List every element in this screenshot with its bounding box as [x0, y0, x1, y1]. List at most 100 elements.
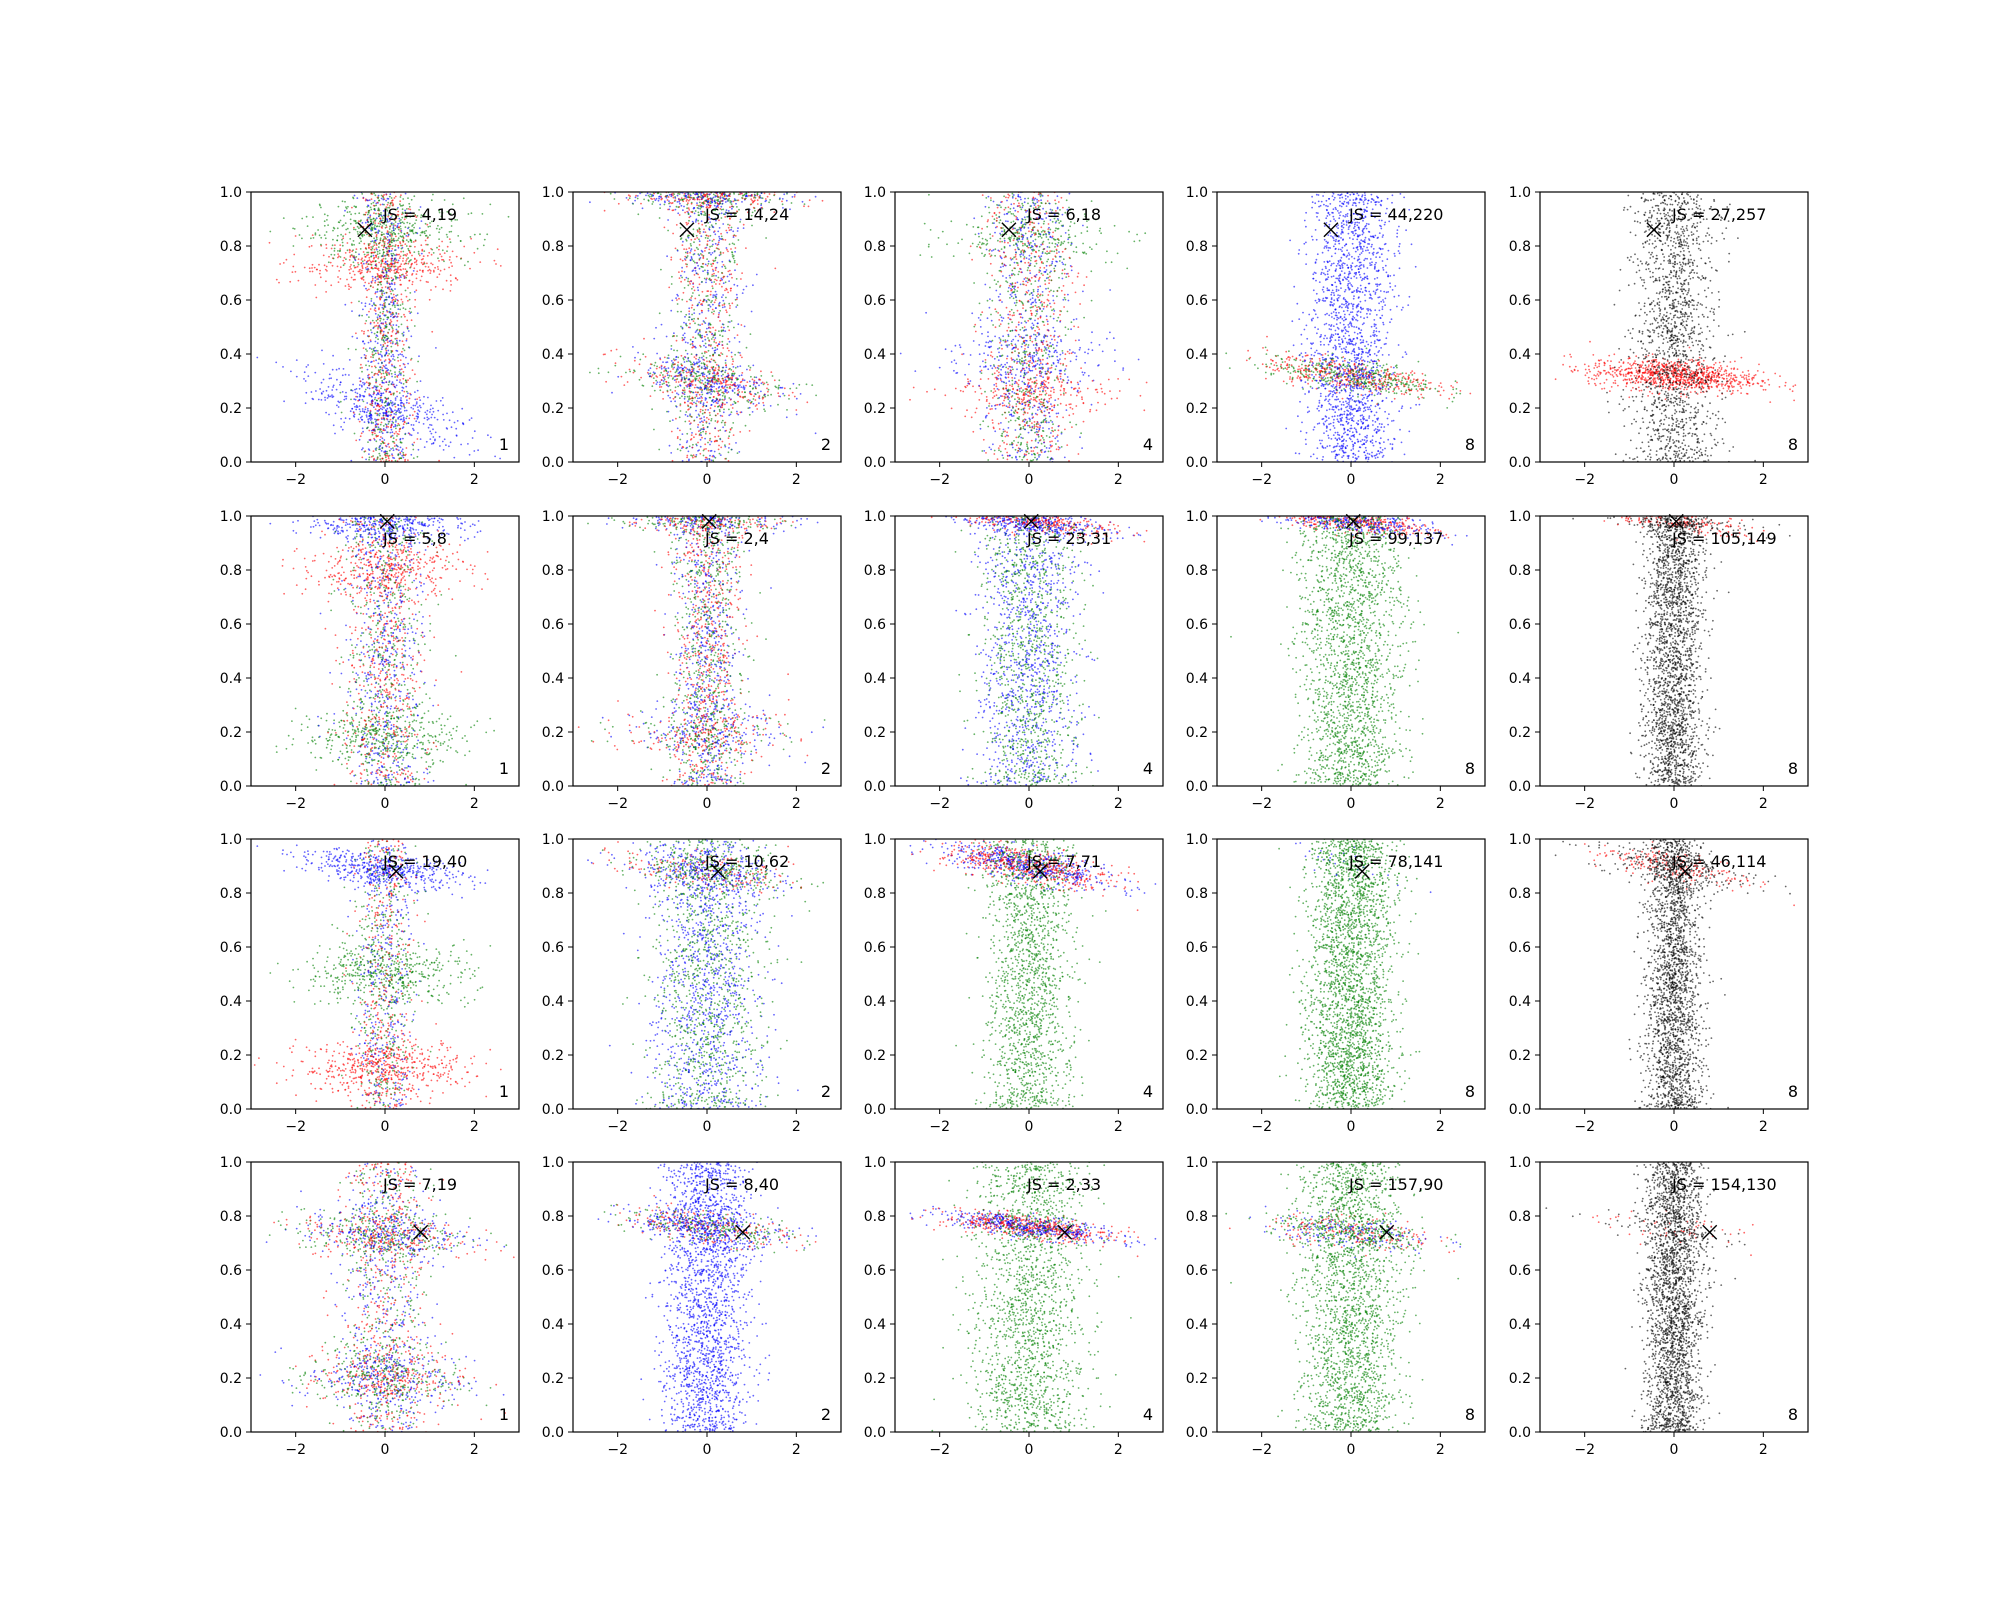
point — [687, 371, 690, 374]
point — [704, 212, 707, 215]
point — [721, 402, 724, 405]
point — [354, 228, 357, 231]
point — [702, 270, 704, 273]
point — [426, 416, 429, 419]
point — [695, 219, 697, 222]
point — [374, 350, 376, 352]
point — [289, 280, 292, 283]
point — [395, 349, 398, 352]
point — [712, 359, 715, 362]
point — [352, 415, 355, 417]
point — [713, 231, 715, 234]
point — [380, 387, 382, 390]
point — [412, 408, 415, 410]
point — [374, 352, 377, 355]
point — [423, 230, 426, 233]
point — [426, 243, 429, 246]
point — [339, 381, 342, 384]
point — [397, 228, 400, 231]
point — [418, 410, 421, 413]
point — [439, 399, 442, 402]
point — [697, 413, 700, 416]
point — [681, 276, 683, 279]
panel-1: −2 0 20.00.20.40.60.81.0JS = 4,191 — [220, 185, 520, 488]
point — [728, 340, 731, 343]
point — [720, 235, 723, 238]
point — [670, 195, 673, 198]
point — [760, 390, 762, 393]
point — [734, 381, 736, 384]
point — [352, 270, 355, 273]
point — [410, 357, 413, 360]
point — [408, 298, 411, 301]
point — [713, 376, 716, 378]
point — [339, 266, 342, 269]
point — [449, 441, 452, 444]
point — [348, 268, 351, 271]
point — [674, 199, 677, 202]
point — [393, 385, 396, 388]
point — [357, 258, 360, 261]
point — [706, 195, 709, 198]
point — [430, 416, 433, 419]
point — [380, 350, 382, 353]
point — [705, 356, 708, 359]
point — [682, 367, 684, 370]
point — [659, 383, 661, 386]
point — [685, 324, 688, 327]
point — [814, 432, 817, 435]
point — [408, 310, 411, 313]
point — [686, 223, 688, 226]
point — [397, 404, 400, 407]
point — [731, 407, 734, 409]
point — [381, 346, 384, 349]
point — [381, 304, 384, 306]
point — [353, 226, 355, 229]
point — [359, 367, 362, 369]
point — [358, 237, 361, 239]
point — [393, 315, 396, 318]
point — [367, 441, 369, 443]
point — [731, 384, 733, 387]
point — [791, 391, 794, 394]
point — [688, 307, 691, 310]
point — [405, 295, 408, 298]
point — [715, 222, 717, 225]
point — [407, 330, 410, 332]
point — [396, 343, 399, 345]
point — [729, 287, 732, 290]
point — [689, 243, 692, 245]
point — [487, 434, 489, 437]
point — [715, 379, 718, 381]
point — [470, 237, 472, 240]
point — [770, 371, 773, 373]
point — [691, 270, 694, 272]
point — [400, 402, 402, 405]
point — [672, 196, 675, 199]
point — [731, 251, 734, 254]
point — [358, 405, 361, 407]
point — [667, 219, 669, 221]
point — [739, 395, 741, 398]
point — [496, 248, 499, 251]
point — [366, 265, 369, 268]
point — [437, 224, 439, 227]
point — [702, 402, 705, 405]
point — [647, 369, 650, 371]
point — [366, 386, 369, 389]
point — [730, 369, 733, 371]
point — [375, 234, 378, 236]
point — [379, 368, 382, 371]
point — [387, 201, 390, 204]
point — [441, 258, 443, 261]
point — [402, 416, 405, 419]
point — [750, 214, 753, 217]
point — [400, 194, 402, 197]
point — [421, 248, 424, 251]
point — [405, 409, 408, 412]
point — [403, 349, 406, 352]
point — [698, 258, 701, 260]
point — [700, 210, 702, 213]
x-tick-label: 0 — [381, 472, 390, 488]
point — [381, 286, 384, 289]
